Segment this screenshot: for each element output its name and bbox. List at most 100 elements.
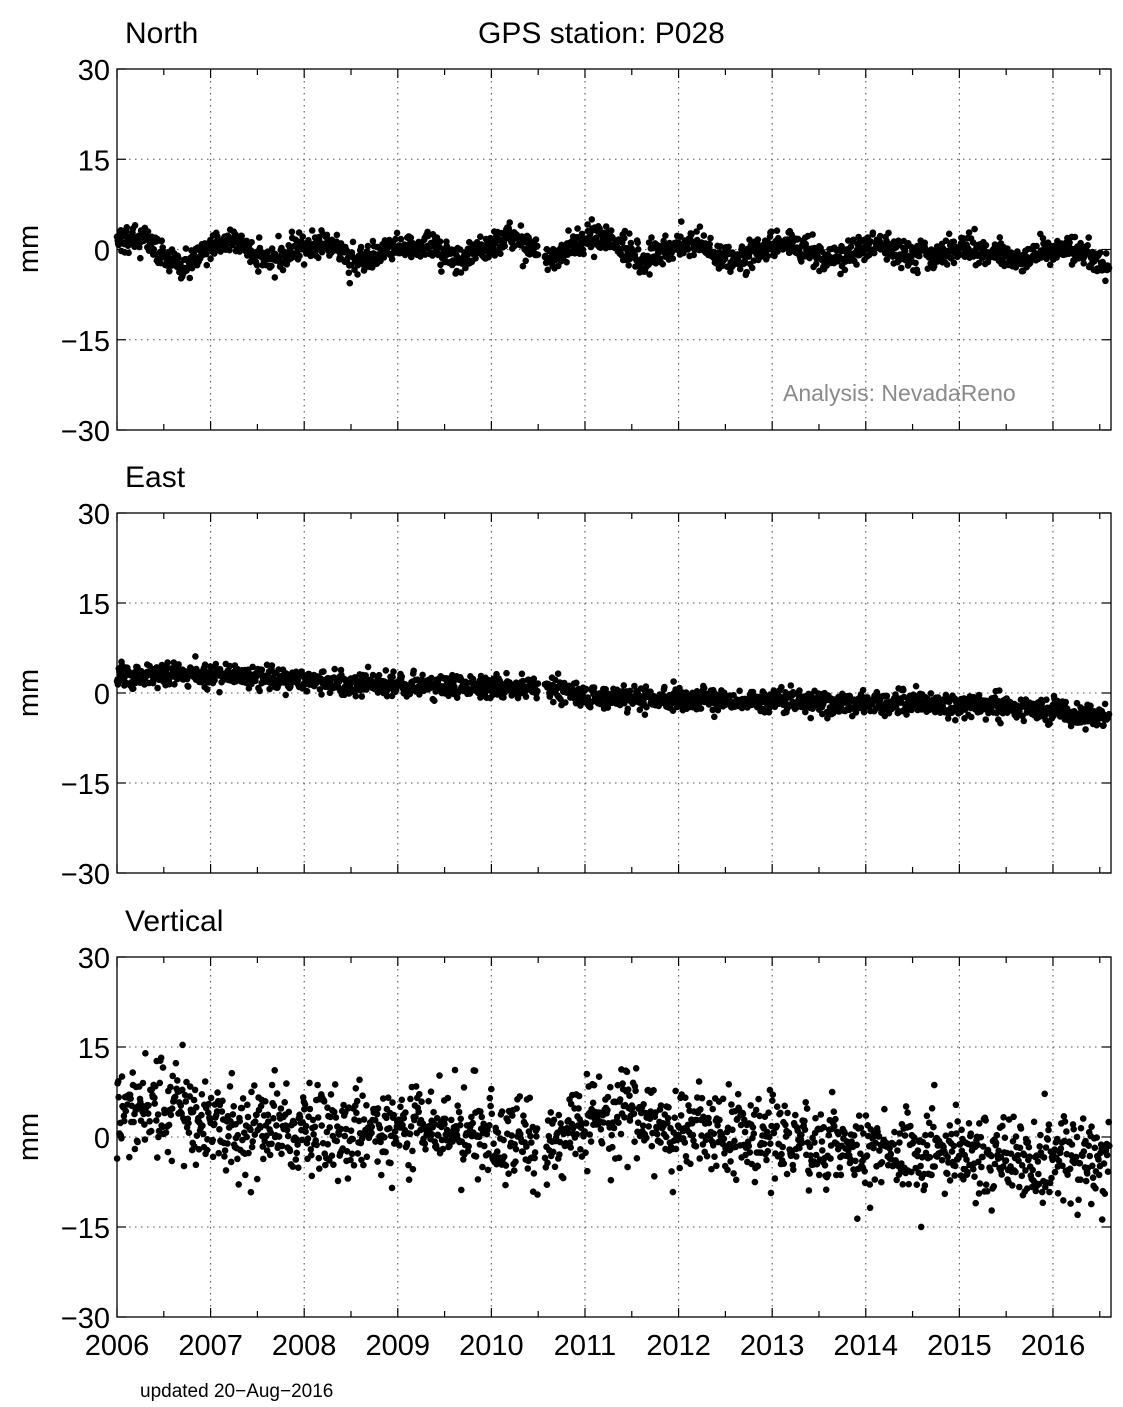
vertical-point (508, 1132, 515, 1139)
vertical-point (207, 1094, 215, 1102)
vertical-point (147, 1127, 155, 1135)
north-point (646, 271, 653, 278)
east-point (164, 659, 171, 666)
north-point (584, 221, 591, 228)
vertical-point (714, 1122, 721, 1129)
vertical-point (471, 1067, 479, 1074)
vertical-point (234, 1155, 241, 1163)
north-point (517, 222, 525, 229)
vertical-point (695, 1078, 703, 1085)
vertical-point (215, 1149, 222, 1157)
vertical-point (174, 1077, 181, 1084)
vertical-point (203, 1146, 211, 1154)
north-point (578, 230, 586, 238)
vertical-point (273, 1090, 281, 1097)
east-point (419, 671, 426, 679)
vertical-point (230, 1103, 237, 1110)
vertical-point (168, 1105, 176, 1112)
north-point (397, 235, 405, 243)
north-point (684, 246, 692, 253)
north-point (271, 274, 279, 281)
north-y-axis-label: mm (13, 225, 45, 273)
vertical-point (785, 1129, 793, 1137)
east-point (711, 713, 718, 721)
vertical-point (347, 1127, 355, 1134)
north-point (841, 266, 849, 274)
vertical-point (711, 1153, 718, 1160)
vertical-point (271, 1067, 279, 1074)
vertical-point (164, 1148, 172, 1156)
vertical-point (311, 1123, 319, 1131)
vertical-point (390, 1111, 398, 1119)
vertical-point (267, 1129, 275, 1136)
north-point (707, 234, 714, 242)
vertical-point (441, 1115, 449, 1123)
vertical-point (806, 1143, 814, 1151)
vertical-point (247, 1126, 254, 1134)
vertical-point (130, 1118, 137, 1126)
east-point (519, 677, 527, 685)
vertical-point (409, 1165, 417, 1173)
east-point (997, 719, 1004, 727)
north-point (867, 238, 874, 245)
vertical-point (190, 1096, 198, 1104)
vertical-point (412, 1113, 419, 1120)
vertical-point (211, 1120, 218, 1128)
vertical-point (126, 1153, 133, 1161)
north-point (175, 254, 182, 262)
vertical-point (301, 1101, 309, 1108)
vertical-point (664, 1114, 672, 1122)
vertical-point (186, 1083, 194, 1090)
vertical-point (732, 1176, 740, 1184)
north-point (1014, 248, 1021, 255)
analysis-label: Analysis: NevadaReno (783, 380, 1016, 406)
vertical-point (784, 1109, 791, 1117)
vertical-point (720, 1135, 728, 1143)
vertical-point (179, 1086, 186, 1094)
north-ytick-label: −15 (61, 326, 110, 358)
vertical-point (301, 1106, 308, 1113)
vertical-point (730, 1170, 737, 1177)
vertical-point (803, 1105, 811, 1112)
vertical-point (421, 1140, 429, 1147)
vertical-point (494, 1148, 501, 1155)
vertical-point (435, 1132, 442, 1139)
east-point (129, 685, 137, 692)
vertical-point (607, 1083, 614, 1091)
north-point (563, 258, 570, 266)
vertical-point (205, 1109, 212, 1116)
north-point (883, 256, 891, 263)
vertical-point (645, 1123, 652, 1130)
vertical-point (322, 1161, 329, 1169)
vertical-point (396, 1142, 403, 1149)
vertical-point (692, 1143, 700, 1150)
x-tick-label-2016: 2016 (1021, 1330, 1086, 1362)
north-point (688, 230, 695, 238)
vertical-point (769, 1091, 777, 1098)
vertical-point (360, 1116, 368, 1123)
vertical-point (129, 1069, 136, 1076)
vertical-point (340, 1101, 347, 1109)
north-point (203, 261, 211, 269)
east-point (282, 691, 290, 699)
north-point (1103, 250, 1110, 257)
north-point (457, 269, 465, 276)
vertical-point (205, 1100, 212, 1108)
north-point (975, 259, 983, 267)
vertical-point (428, 1131, 436, 1138)
vertical-point (368, 1129, 375, 1137)
vertical-point (713, 1162, 720, 1170)
vertical-point (416, 1090, 423, 1098)
vertical-point (221, 1147, 229, 1154)
vertical-point (750, 1130, 758, 1137)
x-tick-label-2007: 2007 (178, 1330, 243, 1362)
vertical-point (291, 1119, 298, 1127)
vertical-point (697, 1106, 704, 1113)
east-point (700, 684, 708, 692)
vertical-point (335, 1131, 343, 1138)
vertical-point (354, 1150, 362, 1157)
north-point (519, 262, 527, 270)
vertical-point (765, 1109, 772, 1116)
vertical-point (363, 1153, 371, 1161)
vertical-ytick-label: 0 (94, 1123, 110, 1155)
